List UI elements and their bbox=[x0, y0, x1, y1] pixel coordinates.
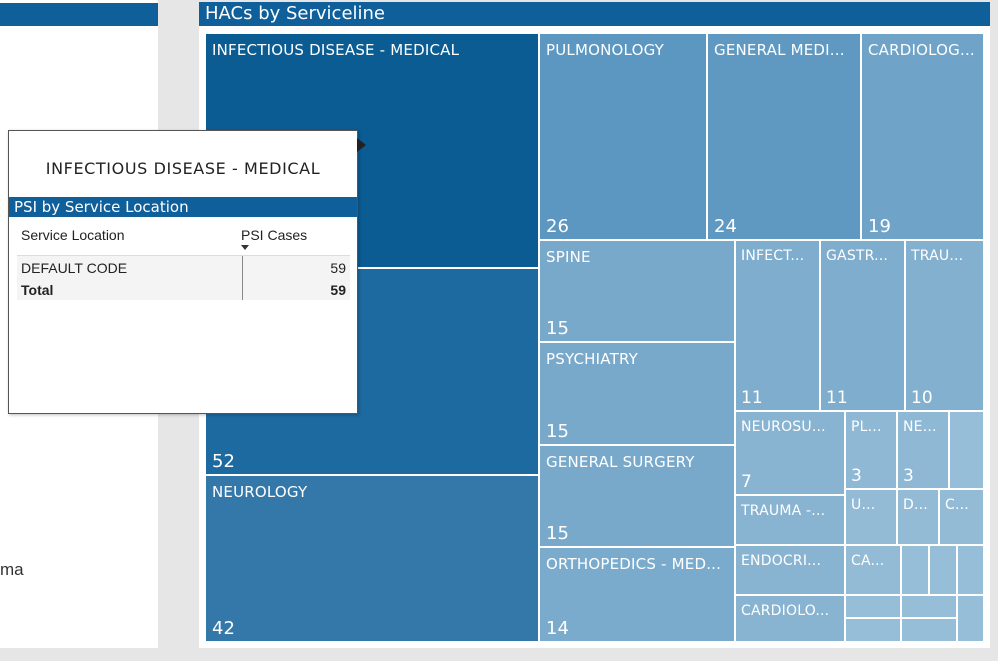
tile-label: D... bbox=[903, 497, 928, 513]
treemap-tile-u[interactable]: U... bbox=[846, 490, 898, 546]
tile-value: 15 bbox=[546, 318, 569, 339]
treemap-tile-gastr[interactable]: GASTR... 11 bbox=[821, 241, 906, 412]
tile-value: 15 bbox=[546, 421, 569, 442]
tile-value: 19 bbox=[868, 216, 891, 237]
treemap-tile-tiny-3[interactable] bbox=[930, 546, 958, 596]
tile-value: 3 bbox=[851, 466, 862, 486]
tile-label: ORTHOPEDICS - MED... bbox=[546, 555, 722, 573]
tile-label: PSYCHIATRY bbox=[546, 350, 638, 368]
treemap-tile-tiny-1[interactable] bbox=[950, 412, 985, 490]
treemap-tile-ne[interactable]: NE... 3 bbox=[898, 412, 950, 490]
tile-label: INFECTIOUS DISEASE - MEDICAL bbox=[212, 41, 460, 59]
treemap-tile-pl[interactable]: PL... 3 bbox=[846, 412, 898, 490]
treemap-tile-tiny-10[interactable] bbox=[958, 619, 985, 643]
tile-label: PL... bbox=[851, 419, 882, 435]
treemap-tile-psychiatry[interactable]: PSYCHIATRY 15 bbox=[540, 343, 736, 446]
treemap-tile-pulmonology[interactable]: PULMONOLOGY 26 bbox=[540, 34, 708, 241]
tile-value: 7 bbox=[741, 472, 752, 492]
total-label: Total bbox=[21, 282, 54, 298]
tile-label: PULMONOLOGY bbox=[546, 41, 665, 59]
left-panel-header bbox=[0, 3, 158, 26]
treemap-tile-trau[interactable]: TRAU... 10 bbox=[906, 241, 985, 412]
tooltip-title: INFECTIOUS DISEASE - MEDICAL bbox=[45, 159, 321, 178]
tile-value: 26 bbox=[546, 216, 569, 237]
treemap-tile-general-surgery[interactable]: GENERAL SURGERY 15 bbox=[540, 446, 736, 548]
tile-label: U... bbox=[851, 497, 876, 513]
tile-label: TRAU... bbox=[911, 248, 964, 264]
row-location: DEFAULT CODE bbox=[21, 260, 128, 276]
tile-label: INFECT... bbox=[741, 248, 805, 264]
tile-label: NE... bbox=[903, 419, 937, 435]
treemap-tile-spine[interactable]: SPINE 15 bbox=[540, 241, 736, 343]
treemap-tile-neurosu[interactable]: NEUROSU... 7 bbox=[736, 412, 846, 496]
table-row: DEFAULT CODE 59 bbox=[17, 256, 350, 278]
treemap-tile-d[interactable]: D... bbox=[898, 490, 940, 546]
treemap-tile-c[interactable]: C... bbox=[940, 490, 985, 546]
tile-value: 15 bbox=[546, 523, 569, 544]
treemap-tile-tiny-5[interactable] bbox=[846, 596, 902, 619]
column-psi-cases: PSI Cases bbox=[241, 227, 308, 243]
tile-label: NEUROSU... bbox=[741, 419, 826, 435]
tile-label: NEUROLOGY bbox=[212, 483, 308, 501]
tile-value: 11 bbox=[826, 388, 848, 408]
tooltip: INFECTIOUS DISEASE - MEDICAL PSI by Serv… bbox=[8, 130, 358, 414]
tile-value: 24 bbox=[714, 216, 737, 237]
tile-label: CARDIOLO... bbox=[741, 603, 830, 619]
tile-value: 11 bbox=[741, 388, 763, 408]
treemap-tile-tiny-8[interactable] bbox=[846, 619, 902, 643]
tile-label: CA... bbox=[851, 553, 885, 569]
treemap-tile-tiny-2[interactable] bbox=[902, 546, 930, 596]
tooltip-table-header: PSI by Service Location bbox=[9, 197, 357, 217]
treemap-tile-tiny-9[interactable] bbox=[902, 619, 958, 643]
treemap-tile-general-medicine[interactable]: GENERAL MEDI... 24 bbox=[708, 34, 862, 241]
treemap-tile-tiny-6[interactable] bbox=[902, 596, 958, 619]
treemap-tile-neurology[interactable]: NEUROLOGY 42 bbox=[206, 476, 540, 643]
tooltip-column-headers: Service Location PSI Cases bbox=[17, 219, 350, 256]
treemap-tile-orthopedics[interactable]: ORTHOPEDICS - MED... 14 bbox=[540, 548, 736, 643]
sort-descending-icon bbox=[241, 245, 249, 250]
tile-value: 10 bbox=[911, 388, 933, 408]
treemap-tile-cardiolo[interactable]: CARDIOLO... bbox=[736, 596, 846, 643]
tile-label: CARDIOLOG... bbox=[868, 41, 975, 59]
row-cases: 59 bbox=[330, 260, 346, 276]
left-panel-partial-text: ma bbox=[0, 560, 24, 579]
total-cases: 59 bbox=[330, 282, 346, 298]
treemap-tile-endocri[interactable]: ENDOCRI... bbox=[736, 546, 846, 596]
tile-value: 42 bbox=[212, 618, 235, 639]
table-total-row: Total 59 bbox=[17, 278, 350, 300]
treemap-tile-trauma[interactable]: TRAUMA -... bbox=[736, 496, 846, 546]
visual-title: HACs by Serviceline bbox=[199, 2, 990, 26]
tile-label: TRAUMA -... bbox=[741, 503, 826, 519]
treemap-tile-cardiology[interactable]: CARDIOLOG... 19 bbox=[862, 34, 985, 241]
tile-label: GASTR... bbox=[826, 248, 889, 264]
column-divider bbox=[242, 256, 243, 300]
tile-value: 3 bbox=[903, 466, 914, 486]
tile-label: ENDOCRI... bbox=[741, 553, 822, 569]
tile-label: SPINE bbox=[546, 248, 591, 266]
tile-label: C... bbox=[945, 497, 969, 513]
tile-label: GENERAL MEDI... bbox=[714, 41, 845, 59]
treemap-tile-tiny-4[interactable] bbox=[958, 546, 985, 596]
tile-value: 14 bbox=[546, 618, 569, 639]
treemap-tile-ca[interactable]: CA... bbox=[846, 546, 902, 596]
column-service-location: Service Location bbox=[21, 227, 125, 243]
tile-label: GENERAL SURGERY bbox=[546, 453, 695, 471]
tile-value: 52 bbox=[212, 451, 235, 472]
tooltip-table: Service Location PSI Cases DEFAULT CODE … bbox=[17, 219, 350, 300]
treemap-tile-infect[interactable]: INFECT... 11 bbox=[736, 241, 821, 412]
tooltip-pointer-icon bbox=[357, 138, 366, 152]
